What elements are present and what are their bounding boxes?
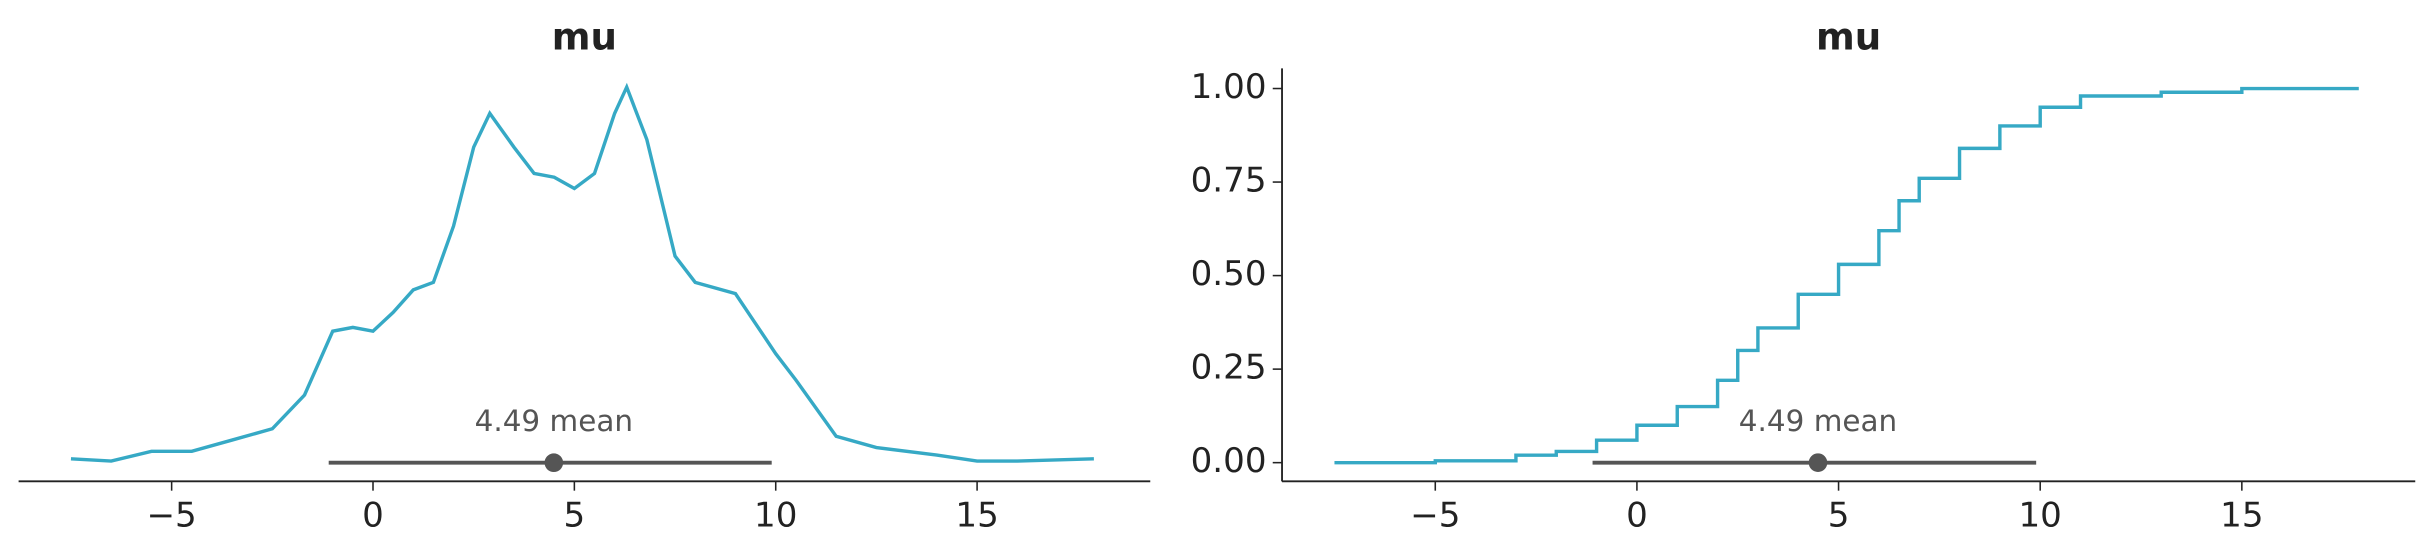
kde-line bbox=[70, 82, 1094, 463]
ecdf-line bbox=[1334, 86, 2359, 465]
x-tick-label: 15 bbox=[2220, 496, 2263, 536]
y-tick-label: 1.00 bbox=[1191, 67, 1267, 107]
y-tick-label: 0.50 bbox=[1191, 254, 1267, 294]
x-tick-label: 0 bbox=[1626, 496, 1648, 536]
y-tick-label: 0.00 bbox=[1191, 441, 1267, 481]
x-tick-label: 15 bbox=[955, 496, 998, 536]
x-tick-label: 10 bbox=[2018, 496, 2061, 536]
x-tick-label: 0 bbox=[362, 496, 384, 536]
x-tick-label: 10 bbox=[754, 496, 797, 536]
point-estimate-label: 4.49 mean bbox=[1739, 404, 1897, 438]
point-estimate-label: 4.49 mean bbox=[475, 404, 633, 438]
x-tick-label: −5 bbox=[1410, 496, 1460, 536]
point-estimate bbox=[544, 453, 564, 473]
y-tick-label: 0.25 bbox=[1191, 348, 1267, 388]
chart-title: mu bbox=[1816, 14, 1881, 58]
point-estimate bbox=[1808, 453, 1828, 472]
chart-title: mu bbox=[552, 14, 617, 58]
x-tick-label: −5 bbox=[147, 496, 197, 536]
y-tick-label: 0.75 bbox=[1191, 161, 1267, 201]
x-tick-label: 5 bbox=[1828, 496, 1850, 536]
x-tick-label: 5 bbox=[564, 496, 586, 536]
